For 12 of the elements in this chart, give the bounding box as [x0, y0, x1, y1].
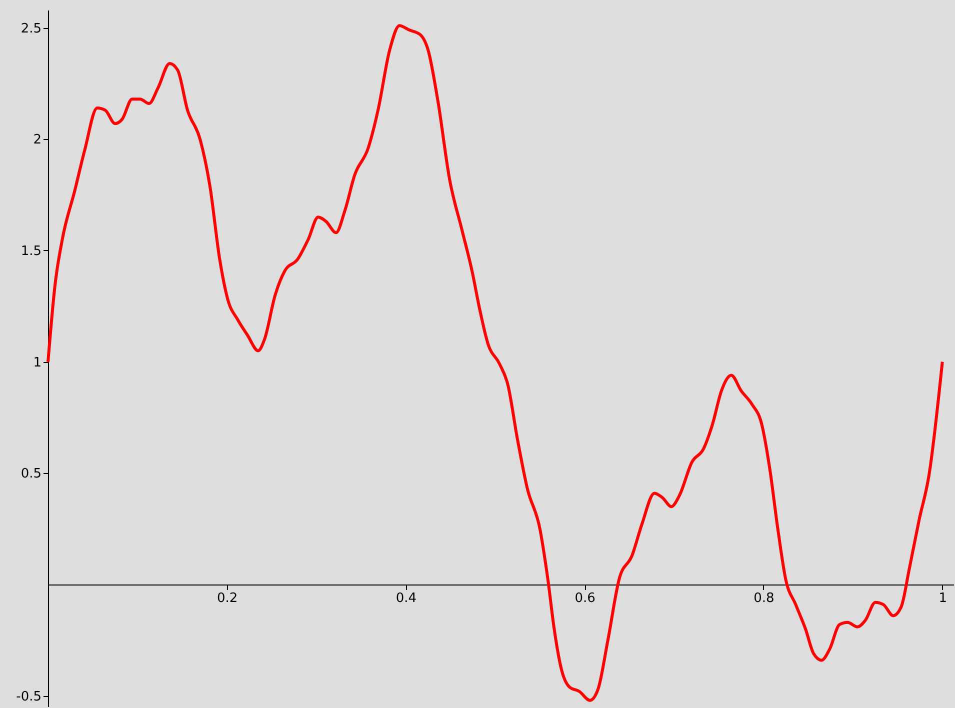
y-tick-label: 2.5: [20, 21, 42, 36]
x-tick-label: 0.4: [396, 591, 417, 606]
x-tick-label: 0.2: [217, 591, 238, 606]
y-tick-label: 0.5: [20, 466, 42, 482]
x-tick-label: 0.6: [574, 591, 596, 606]
line-series: [46, 24, 944, 702]
y-tick-label: -0.5: [16, 689, 42, 704]
y-tick-label: 2: [33, 132, 42, 148]
x-tick-label: 1: [938, 591, 948, 606]
x-tick-label: 0.8: [754, 591, 774, 606]
y-tick-label: 1: [33, 355, 42, 370]
y-tick-label: 1.5: [20, 244, 42, 259]
